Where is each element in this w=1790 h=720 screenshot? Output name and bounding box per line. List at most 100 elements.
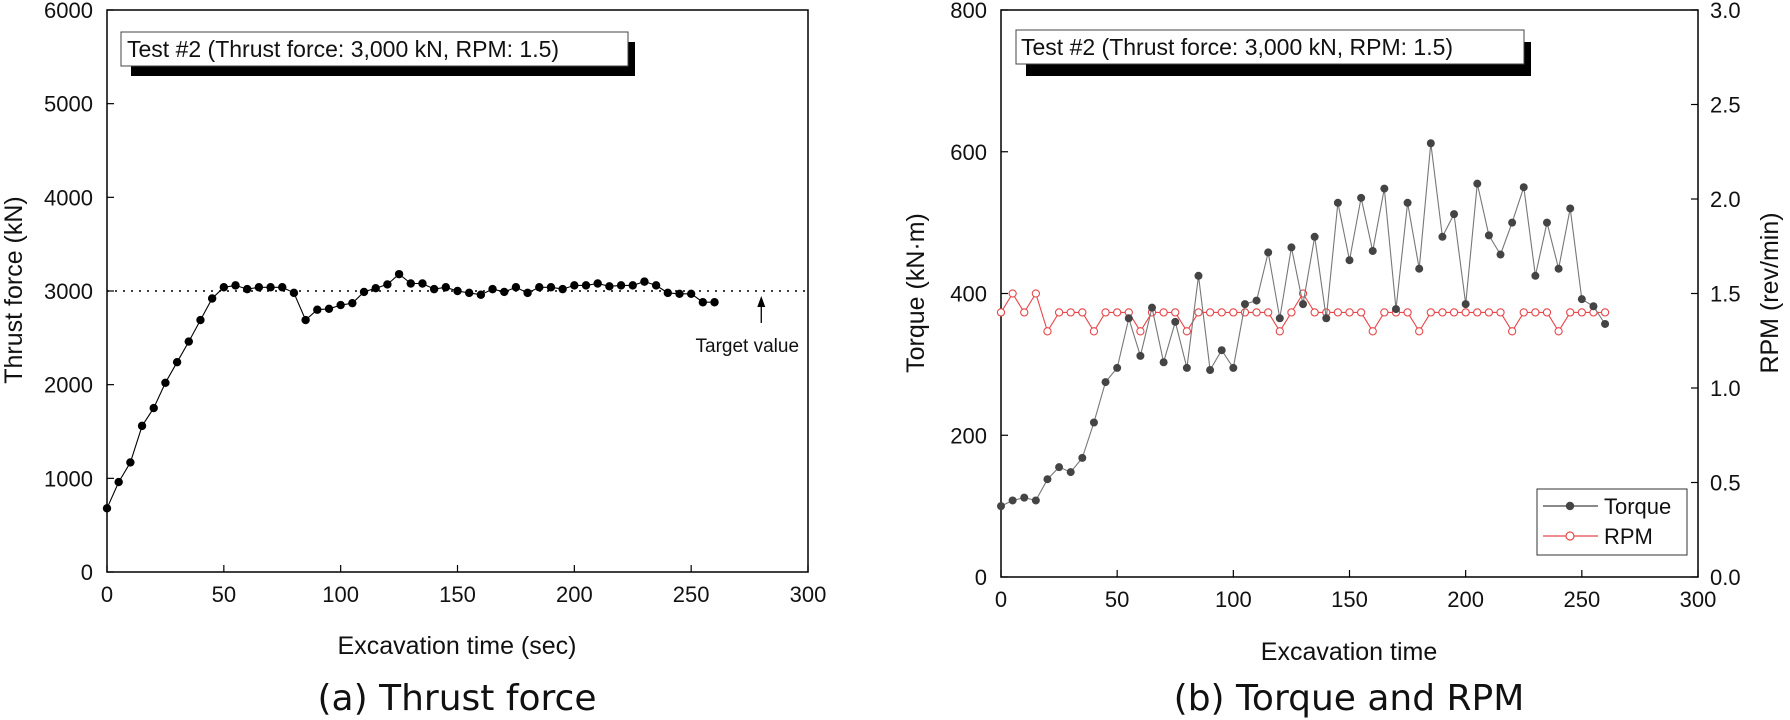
x-tick-label: 50 bbox=[212, 582, 236, 607]
rpm-point bbox=[1426, 308, 1435, 317]
x-axis-label: Excavation time bbox=[1261, 638, 1437, 666]
torque-point bbox=[1287, 243, 1296, 252]
thrust-series bbox=[102, 269, 719, 513]
thrust-point bbox=[616, 281, 626, 290]
x-tick-label: 100 bbox=[322, 582, 359, 607]
torque-point bbox=[1333, 198, 1342, 207]
y-tick-label: 4000 bbox=[44, 185, 93, 210]
rpm-point bbox=[1020, 308, 1029, 317]
rpm-point bbox=[1136, 327, 1145, 336]
torque-point bbox=[1055, 463, 1064, 472]
thrust-point bbox=[640, 277, 649, 286]
rpm-point bbox=[1287, 308, 1296, 317]
thrust-point bbox=[453, 286, 462, 296]
rpm-point bbox=[1403, 308, 1412, 317]
thrust-point bbox=[675, 289, 684, 299]
torque-point bbox=[1240, 300, 1249, 309]
torque-point bbox=[1577, 295, 1586, 304]
rpm-point bbox=[1380, 308, 1389, 317]
torque-point bbox=[1089, 418, 1098, 427]
rpm-point bbox=[1368, 327, 1377, 336]
rpm-point bbox=[1554, 327, 1563, 336]
rpm-point bbox=[1089, 327, 1099, 336]
thrust-point bbox=[511, 283, 521, 292]
inset-label-box bbox=[1015, 29, 1525, 65]
thrust-point bbox=[371, 283, 380, 293]
y-axis-right-label: RPM (rev/min) bbox=[1756, 212, 1784, 373]
thrust-force-panel: Test #2 (Thrust force: 3,000 kN, RPM: 1.… bbox=[0, 0, 826, 719]
y-tick-label: 3000 bbox=[44, 279, 93, 304]
torque-point bbox=[1148, 303, 1157, 312]
torque-point bbox=[1554, 264, 1563, 273]
thrust-point bbox=[558, 284, 567, 294]
torque-point bbox=[1066, 468, 1075, 477]
y-tick-label: 400 bbox=[950, 282, 987, 307]
torque-point bbox=[1589, 302, 1598, 311]
x-tick-label: 200 bbox=[556, 582, 593, 607]
torque-point bbox=[1264, 248, 1273, 257]
thrust-point bbox=[324, 304, 334, 313]
thrust-point bbox=[406, 279, 415, 288]
rpm-point bbox=[1566, 308, 1575, 317]
thrust-point bbox=[172, 357, 182, 367]
thrust-point bbox=[243, 284, 252, 294]
torque-point bbox=[1438, 232, 1447, 241]
torque-point bbox=[1473, 179, 1482, 188]
thrust-point bbox=[126, 458, 135, 467]
x-tick-label: 0 bbox=[101, 582, 113, 607]
torque-point bbox=[1101, 378, 1110, 387]
legend: Torque RPM bbox=[1536, 488, 1688, 556]
thrust-point bbox=[535, 283, 544, 292]
panel-a-caption: (a) Thrust force bbox=[318, 678, 597, 719]
legend-torque-label: Torque bbox=[1604, 494, 1671, 519]
y-tick-label: 0 bbox=[975, 565, 987, 590]
torque-point bbox=[1008, 496, 1017, 505]
thrust-point bbox=[546, 283, 556, 292]
torque-point bbox=[1403, 198, 1412, 207]
thrust-point bbox=[651, 281, 661, 290]
torque-point bbox=[1322, 314, 1331, 323]
rpm-point bbox=[1159, 308, 1168, 317]
torque-point bbox=[1031, 496, 1040, 505]
rpm-point bbox=[1229, 308, 1238, 317]
thrust-point bbox=[184, 337, 193, 346]
rpm-point bbox=[1519, 308, 1528, 317]
thrust-point bbox=[476, 290, 486, 299]
rpm-point bbox=[1484, 308, 1494, 317]
rpm-point bbox=[1542, 308, 1552, 317]
torque-point bbox=[1415, 264, 1424, 273]
y-tick-label: 6000 bbox=[44, 0, 93, 23]
rpm-point bbox=[1449, 308, 1459, 317]
torque-point bbox=[1519, 183, 1528, 192]
thrust-point bbox=[628, 281, 637, 290]
panel-b-caption: (b) Torque and RPM bbox=[1174, 678, 1525, 719]
thrust-point bbox=[313, 305, 322, 314]
rpm-line bbox=[1000, 292, 1606, 333]
x-tick-label: 150 bbox=[1331, 587, 1368, 612]
rpm-point bbox=[1356, 308, 1366, 317]
thrust-point bbox=[196, 315, 205, 325]
thrust-point bbox=[102, 504, 112, 513]
thrust-point bbox=[710, 298, 719, 307]
torque-point bbox=[1450, 210, 1459, 219]
thrust-point bbox=[488, 284, 497, 294]
torque-point bbox=[1542, 218, 1551, 227]
torque-point bbox=[1426, 139, 1435, 148]
torque-point bbox=[1136, 351, 1145, 360]
rpm-point bbox=[1507, 327, 1517, 336]
torque-point bbox=[1357, 193, 1366, 202]
legend-box bbox=[1536, 488, 1688, 556]
x-tick-label: 50 bbox=[1105, 587, 1129, 612]
y-tick-label: 800 bbox=[950, 0, 987, 23]
rpm-point bbox=[996, 308, 1006, 317]
thrust-point bbox=[359, 287, 369, 297]
y-axis-label: Thrust force (kN) bbox=[0, 196, 28, 384]
thrust-point bbox=[698, 298, 708, 307]
thrust-point bbox=[429, 284, 439, 294]
legend-torque-marker bbox=[1565, 501, 1575, 511]
torque-point bbox=[1566, 204, 1575, 213]
target-value-label: Target value bbox=[696, 336, 800, 357]
thrust-point bbox=[207, 294, 217, 303]
y-right-tick-label: 0.0 bbox=[1710, 565, 1741, 590]
torque-point bbox=[1345, 256, 1354, 265]
